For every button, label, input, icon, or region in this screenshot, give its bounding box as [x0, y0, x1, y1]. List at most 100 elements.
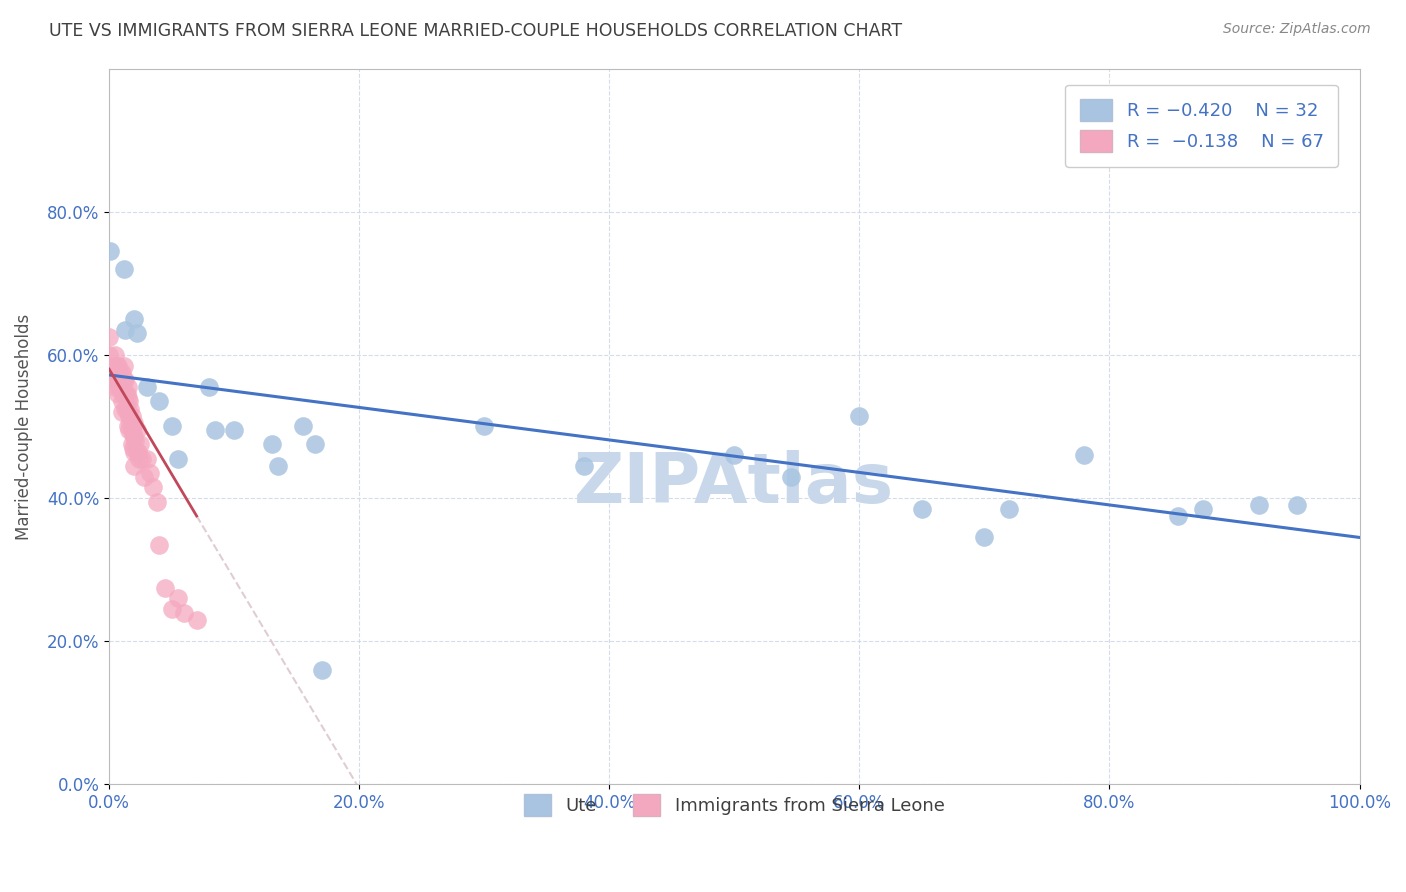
Point: [98, 244, 121, 258]
Point: [224, 423, 246, 437]
Point: [108, 380, 131, 394]
Point: [122, 416, 145, 430]
Point: [107, 387, 129, 401]
Point: [1192, 501, 1215, 516]
Point: [117, 419, 139, 434]
Point: [98, 330, 121, 344]
Point: [260, 437, 283, 451]
Point: [125, 444, 148, 458]
Text: ZIPAtlas: ZIPAtlas: [574, 450, 894, 517]
Point: [145, 494, 167, 508]
Point: [117, 380, 139, 394]
Point: [101, 359, 124, 373]
Point: [110, 366, 132, 380]
Point: [129, 437, 152, 451]
Point: [125, 326, 148, 341]
Point: [122, 444, 145, 458]
Point: [118, 409, 141, 423]
Point: [120, 416, 142, 430]
Point: [125, 423, 148, 437]
Point: [1285, 498, 1308, 512]
Point: [911, 501, 934, 516]
Point: [121, 437, 143, 451]
Text: UTE VS IMMIGRANTS FROM SIERRA LEONE MARRIED-COUPLE HOUSEHOLDS CORRELATION CHART: UTE VS IMMIGRANTS FROM SIERRA LEONE MARR…: [49, 22, 903, 40]
Point: [311, 663, 333, 677]
Point: [112, 359, 135, 373]
Point: [105, 373, 128, 387]
Point: [103, 366, 125, 380]
Point: [1073, 448, 1095, 462]
Y-axis label: Married-couple Households: Married-couple Households: [15, 313, 32, 540]
Point: [134, 469, 156, 483]
Point: [121, 423, 143, 437]
Point: [304, 437, 326, 451]
Point: [110, 380, 132, 394]
Point: [107, 373, 129, 387]
Point: [148, 538, 170, 552]
Point: [1167, 508, 1189, 523]
Point: [110, 405, 132, 419]
Point: [167, 451, 190, 466]
Point: [998, 501, 1021, 516]
Point: [120, 401, 142, 416]
Point: [122, 312, 145, 326]
Point: [112, 373, 135, 387]
Point: [124, 434, 146, 448]
Point: [118, 394, 141, 409]
Point: [139, 466, 162, 480]
Point: [112, 262, 135, 277]
Point: [104, 380, 127, 394]
Point: [173, 606, 195, 620]
Point: [117, 391, 139, 405]
Point: [110, 394, 132, 409]
Point: [167, 591, 190, 606]
Point: [111, 373, 134, 387]
Point: [122, 458, 145, 473]
Point: [186, 613, 208, 627]
Point: [118, 423, 141, 437]
Point: [112, 387, 135, 401]
Point: [110, 380, 132, 394]
Point: [114, 323, 136, 337]
Point: [204, 423, 226, 437]
Text: Source: ZipAtlas.com: Source: ZipAtlas.com: [1223, 22, 1371, 37]
Point: [574, 458, 596, 473]
Point: [115, 401, 138, 416]
Point: [198, 380, 221, 394]
Point: [107, 359, 129, 373]
Point: [108, 366, 131, 380]
Point: [114, 401, 136, 416]
Point: [98, 348, 121, 362]
Point: [110, 366, 132, 380]
Point: [135, 380, 157, 394]
Point: [472, 419, 495, 434]
Point: [128, 451, 150, 466]
Point: [1249, 498, 1271, 512]
Point: [160, 602, 183, 616]
Point: [148, 394, 170, 409]
Point: [117, 405, 139, 419]
Point: [142, 480, 165, 494]
Point: [723, 448, 745, 462]
Point: [122, 426, 145, 441]
Point: [779, 469, 801, 483]
Point: [114, 387, 136, 401]
Point: [155, 581, 177, 595]
Point: [122, 441, 145, 455]
Point: [111, 387, 134, 401]
Point: [135, 451, 157, 466]
Point: [267, 458, 290, 473]
Point: [115, 387, 138, 401]
Point: [105, 359, 128, 373]
Point: [973, 531, 995, 545]
Point: [121, 409, 143, 423]
Point: [131, 451, 153, 466]
Point: [160, 419, 183, 434]
Legend: Ute, Immigrants from Sierra Leone: Ute, Immigrants from Sierra Leone: [515, 786, 953, 825]
Point: [114, 373, 136, 387]
Point: [104, 366, 127, 380]
Point: [848, 409, 870, 423]
Point: [127, 444, 149, 458]
Point: [104, 348, 127, 362]
Point: [101, 373, 124, 387]
